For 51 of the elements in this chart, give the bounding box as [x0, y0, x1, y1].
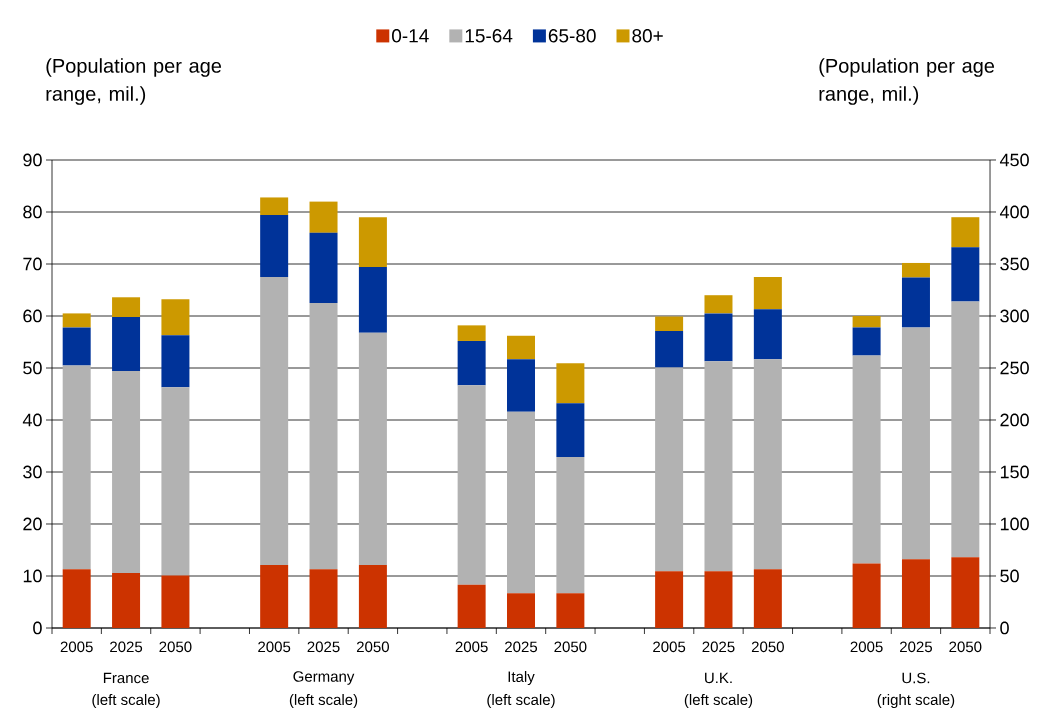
- y-tick-label: 90: [23, 153, 42, 167]
- y-tick-label: 60: [23, 309, 42, 323]
- y2-tick-label: 100: [1000, 517, 1029, 531]
- text: (left scale): [487, 694, 555, 708]
- y2-tick-label: 300: [1000, 309, 1029, 323]
- y2-tick-label: 450: [999, 153, 1029, 167]
- y-tick-label: 0: [33, 621, 42, 635]
- text: Italy: [508, 671, 535, 685]
- y2-tick-label: 150: [1000, 465, 1029, 479]
- text: (left scale): [92, 694, 160, 708]
- x-tick-label: 2005: [455, 641, 488, 653]
- text: U.S.: [902, 672, 930, 684]
- y2-tick-label: 350: [1000, 257, 1029, 271]
- text: Germany: [293, 671, 355, 685]
- y-tick-label: 70: [23, 257, 42, 271]
- x-tick-label: 2005: [258, 641, 291, 653]
- x-tick-label: 2005: [60, 641, 93, 653]
- y-tick-label: 20: [23, 517, 42, 531]
- x-tick-label: 2025: [900, 641, 933, 653]
- y-tick-label: 10: [23, 569, 42, 583]
- y2-tick-label: 250: [1000, 361, 1029, 375]
- y2-axis-title: (Population per age range, mil.): [819, 58, 995, 105]
- y2-tick-label: 400: [999, 205, 1029, 219]
- y-tick-label: 80: [23, 205, 42, 219]
- x-tick-label: 2050: [751, 641, 784, 653]
- x-tick-label: 2025: [702, 641, 735, 653]
- x-tick-label: 2025: [307, 641, 340, 653]
- y-axis-title: (Population per age range, mil.): [46, 58, 222, 105]
- legend-label: 80+: [632, 29, 663, 43]
- legend-label: 0-14: [392, 29, 429, 43]
- y-tick-label: 40: [22, 413, 42, 427]
- text: (right scale): [877, 694, 955, 708]
- legend-label: 15-64: [465, 29, 513, 43]
- legend-label: 65-80: [548, 29, 596, 43]
- x-tick-label: 2050: [554, 641, 587, 653]
- x-tick-label: 2050: [356, 641, 389, 653]
- y-tick-label: 30: [23, 465, 42, 479]
- x-tick-label: 2025: [505, 641, 538, 653]
- x-tick-label: 2005: [850, 641, 883, 653]
- x-tick-label: 2050: [949, 641, 982, 653]
- text: U.K.: [705, 672, 732, 684]
- y2-tick-label: 0: [1000, 621, 1009, 635]
- text: (left scale): [289, 694, 358, 708]
- y-tick-label: 50: [23, 361, 42, 375]
- text: (left scale): [684, 694, 753, 708]
- x-tick-label: 2025: [110, 641, 143, 653]
- x-tick-label: 2050: [159, 641, 192, 653]
- y2-tick-label: 50: [1000, 569, 1019, 583]
- y2-tick-label: 200: [1000, 413, 1029, 427]
- text: France: [103, 672, 149, 684]
- x-tick-label: 2005: [653, 641, 686, 653]
